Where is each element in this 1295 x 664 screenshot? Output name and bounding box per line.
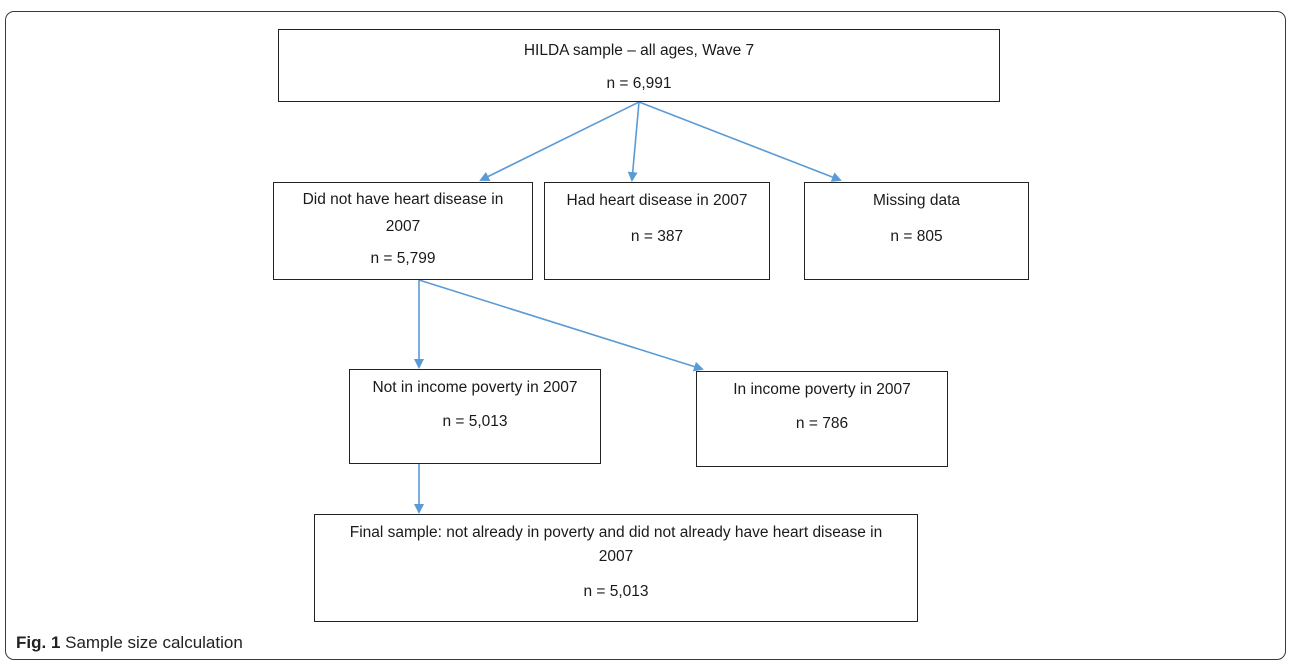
box-had-heart-disease: Had heart disease in 2007 n = 387 xyxy=(544,182,770,280)
caption-text: Sample size calculation xyxy=(65,633,243,652)
figure-caption: Fig. 1 Sample size calculation xyxy=(16,633,243,653)
box-count: n = 786 xyxy=(795,415,849,432)
box-count: n = 5,799 xyxy=(370,250,436,267)
box-hilda-sample: HILDA sample – all ages, Wave 7 n = 6,99… xyxy=(278,29,1000,102)
box-final-sample: Final sample: not already in poverty and… xyxy=(314,514,918,622)
box-not-in-poverty: Not in income poverty in 2007 n = 5,013 xyxy=(349,369,601,464)
box-title: HILDA sample – all ages, Wave 7 xyxy=(523,42,755,59)
arrow-root-to-missing xyxy=(638,101,842,182)
box-title: Not in income poverty in 2007 xyxy=(372,379,578,396)
box-count: n = 387 xyxy=(630,228,684,245)
box-count: n = 5,013 xyxy=(442,413,508,430)
box-title: In income poverty in 2007 xyxy=(733,381,911,398)
caption-label: Fig. 1 xyxy=(16,633,61,652)
box-count: n = 6,991 xyxy=(606,75,672,92)
arrow-no-heart-to-in-poverty xyxy=(418,279,704,372)
box-title: Had heart disease in 2007 xyxy=(566,192,748,209)
box-title: Did not have heart disease in 2007 xyxy=(302,191,504,235)
box-missing-data: Missing data n = 805 xyxy=(804,182,1029,280)
box-no-heart-disease: Did not have heart disease in 2007 n = 5… xyxy=(273,182,533,280)
box-in-poverty: In income poverty in 2007 n = 786 xyxy=(696,371,948,467)
arrow-root-to-had-heart xyxy=(627,101,640,182)
box-title: Missing data xyxy=(872,192,960,209)
arrow-root-to-no-heart xyxy=(479,101,640,181)
box-title: Final sample: not already in poverty and… xyxy=(349,524,883,565)
box-count: n = 805 xyxy=(890,228,943,245)
box-count: n = 5,013 xyxy=(583,583,649,600)
